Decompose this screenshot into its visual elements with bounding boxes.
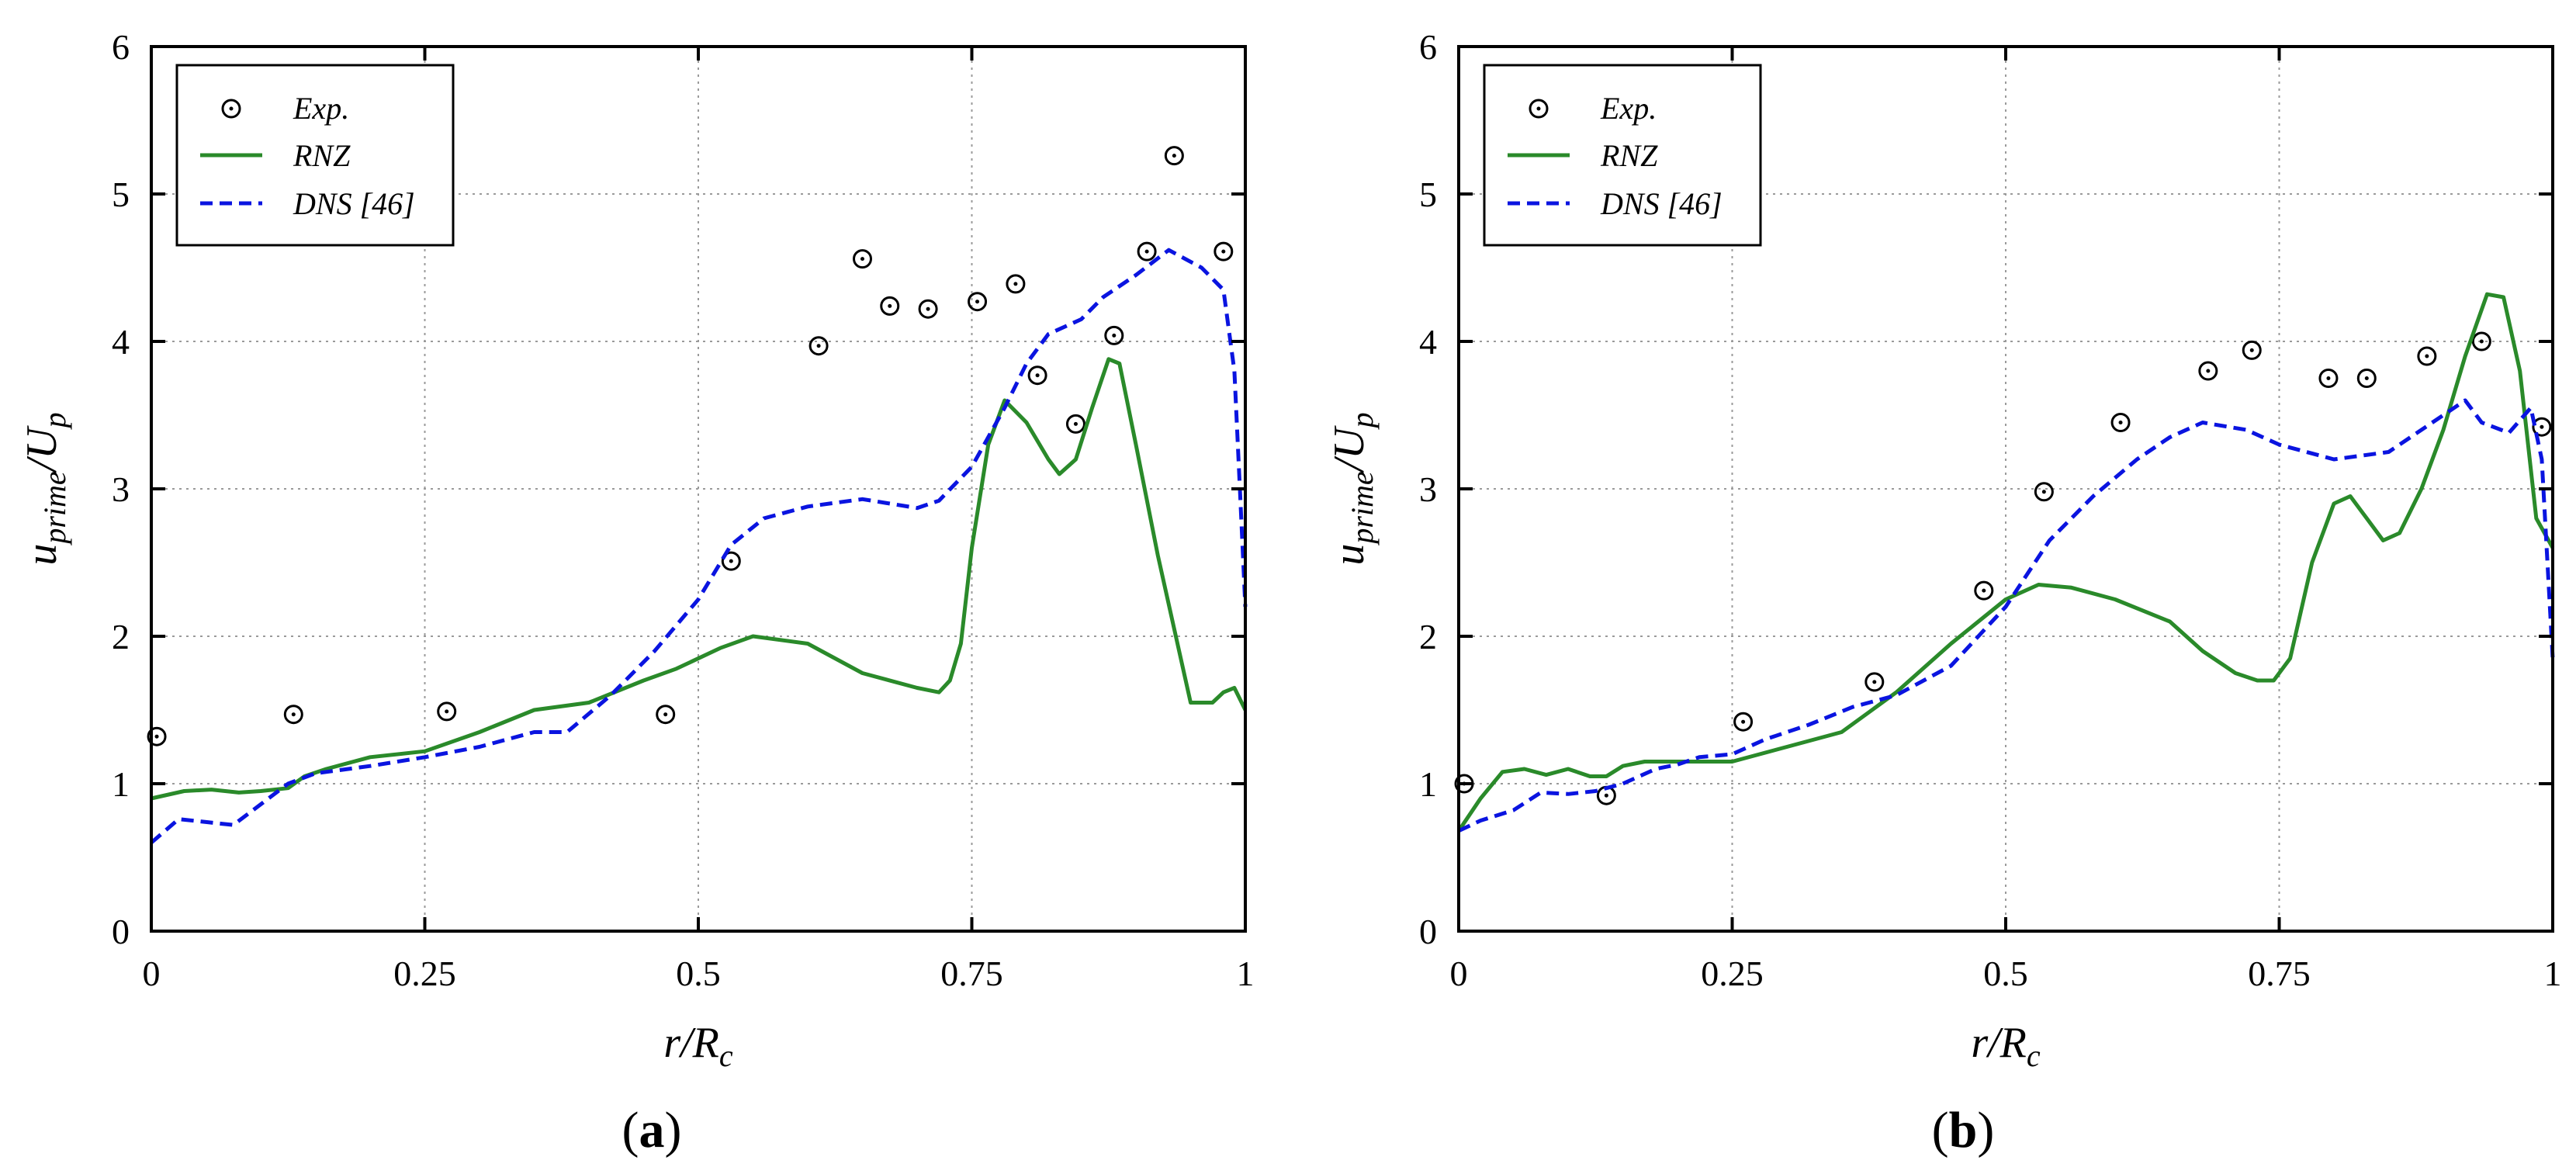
panel-b-ytick-label: 1 [1419, 764, 1437, 804]
panel-b-exp-point [2110, 413, 2131, 432]
panel-b-ticks: 0 0.25 0.5 0.75 1 0 1 2 3 4 5 6 [1419, 27, 2562, 993]
panel-a-legend-rnz: RNZ [293, 138, 351, 173]
panel-a-xtick-label: 0.25 [393, 954, 456, 993]
panel-a-exp-point [880, 296, 900, 316]
panel-a: 0 0.25 0.5 0.75 1 0 1 2 3 4 5 6 r/Rc uprime/Up Exp.… [18, 27, 1255, 1158]
panel-b-exp-point [2532, 417, 2552, 437]
panel-b-exp-point [2198, 361, 2218, 381]
panel-a-legend-dns: DNS [46] [293, 186, 415, 221]
panel-b-exp-point [2034, 482, 2054, 502]
panel-a-legend-exp: Exp. [293, 91, 349, 126]
panel-b: 0 0.25 0.5 0.75 1 0 1 2 3 4 5 6 r/Rc uprime/Up Exp.… [1325, 27, 2562, 1158]
panel-b-ytick-label: 4 [1419, 322, 1437, 362]
panel-a-dns-line [150, 248, 1248, 844]
panel-b-exp-point [1864, 672, 1885, 692]
panel-b-ylabel: uprime/Up [1325, 412, 1380, 565]
panel-a-exp-point [853, 249, 872, 269]
panel-a-exp-point [656, 705, 676, 725]
caption-a: (a) [622, 1102, 682, 1158]
panel-b-exp-point [1974, 580, 1994, 601]
legend-exp-marker [1529, 99, 1549, 119]
panel-b-exp-point [1733, 712, 1754, 732]
panel-b-xtick-label: 0.25 [1701, 954, 1764, 993]
panel-b-ytick-label: 0 [1419, 912, 1437, 951]
panel-a-xtick-label: 0.75 [940, 954, 1003, 993]
panel-a-exp-point [1104, 325, 1124, 345]
panel-b-legend-exp: Exp. [1600, 91, 1657, 126]
panel-a-ytick-label: 2 [112, 617, 130, 656]
panel-a-exp-point [1027, 365, 1047, 386]
panel-b-ytick-label: 3 [1419, 469, 1437, 509]
panel-a-exp-point [147, 726, 167, 746]
panel-b-exp-point [2242, 340, 2262, 360]
panel-b-dns-line [1457, 398, 2555, 833]
panel-b-ytick-label: 2 [1419, 617, 1437, 656]
panel-a-ytick-label: 3 [112, 469, 130, 509]
panel-a-ticks: 0 0.25 0.5 0.75 1 0 1 2 3 4 5 6 [112, 27, 1255, 993]
panel-a-xtick-label: 0 [143, 954, 161, 993]
panel-b-xlabel: r/Rc [1971, 1019, 2041, 1073]
panel-b-xtick-label: 0 [1450, 954, 1468, 993]
panel-a-exp-point [721, 551, 741, 571]
panel-a-ytick-label: 0 [112, 912, 130, 951]
panel-a-rnz-line [151, 357, 1248, 801]
panel-a-exp-point [283, 705, 303, 725]
panel-b-legend-dns: DNS [46] [1600, 186, 1723, 221]
panel-b-exp-point [2417, 346, 2437, 366]
panel-a-ytick-label: 5 [112, 175, 130, 214]
panel-b-legend-rnz: RNZ [1600, 138, 1658, 173]
panel-b-xtick-label: 0.75 [2248, 954, 2311, 993]
panel-a-ylabel: uprime/Up [18, 412, 72, 565]
panel-a-exp-point [1006, 274, 1026, 294]
panel-b-ytick-label: 5 [1419, 175, 1437, 214]
legend-exp-marker [221, 99, 241, 119]
panel-b-xtick-label: 1 [2544, 954, 2562, 993]
panel-b-ytick-label: 6 [1419, 27, 1437, 67]
panel-b-legend: Exp. RNZ DNS [46] [1483, 64, 1762, 247]
panel-b-exp-point [2356, 369, 2377, 388]
panel-a-legend: Exp. RNZ DNS [46] [175, 64, 455, 247]
panel-a-exp-point [1137, 241, 1157, 261]
panel-b-rnz-line [1456, 292, 2555, 833]
panel-a-exp-point [968, 292, 988, 312]
panel-a-xlabel: r/Rc [663, 1019, 733, 1073]
panel-a-xtick-label: 0.5 [676, 954, 721, 993]
panel-b-xtick-label: 0.5 [1983, 954, 2028, 993]
panel-a-exp-point [1214, 241, 1234, 261]
panel-a-exp-point [437, 701, 457, 722]
panel-a-ytick-label: 1 [112, 764, 130, 804]
panel-b-exp-point [2318, 369, 2339, 388]
caption-b: (b) [1932, 1102, 1995, 1158]
panel-a-exp-point [1065, 414, 1085, 434]
panel-b-series [1454, 292, 2555, 833]
panel-a-ytick-label: 4 [112, 322, 130, 362]
panel-b-exp-point [2471, 331, 2491, 352]
panel-a-exp-point [1164, 146, 1184, 166]
panel-a-exp-point [918, 299, 938, 319]
panel-a-xtick-label: 1 [1237, 954, 1255, 993]
panel-a-exp-point [808, 336, 829, 356]
panel-a-ytick-label: 6 [112, 27, 130, 67]
panel-a-series [147, 146, 1248, 844]
